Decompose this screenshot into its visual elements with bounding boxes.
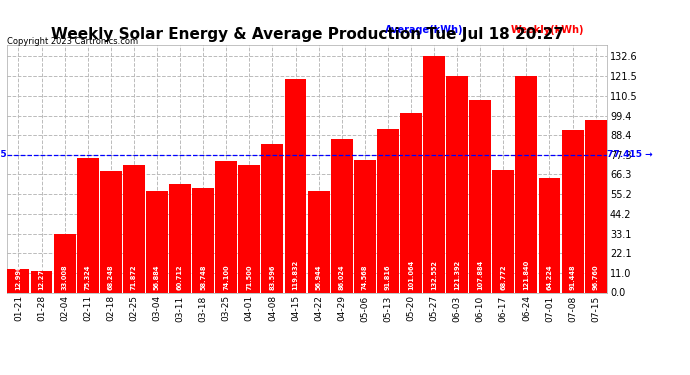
Bar xyxy=(100,171,121,292)
Bar xyxy=(146,191,168,292)
Bar xyxy=(377,129,399,292)
Text: Average(kWh): Average(kWh) xyxy=(385,25,464,35)
Text: 64.224: 64.224 xyxy=(546,264,553,290)
Bar xyxy=(123,165,145,292)
Bar xyxy=(215,160,237,292)
Bar xyxy=(354,160,376,292)
Text: 12.276: 12.276 xyxy=(39,264,45,290)
Text: 12.996: 12.996 xyxy=(15,264,21,290)
Bar xyxy=(30,271,52,292)
Bar xyxy=(284,79,306,292)
Text: 68.248: 68.248 xyxy=(108,264,114,290)
Text: 107.884: 107.884 xyxy=(477,260,483,290)
Text: Weekly(kWh): Weekly(kWh) xyxy=(511,25,584,35)
Text: 33.008: 33.008 xyxy=(61,264,68,290)
Text: 56.944: 56.944 xyxy=(315,264,322,290)
Text: 91.816: 91.816 xyxy=(385,264,391,290)
Bar xyxy=(54,234,76,292)
Bar xyxy=(584,120,607,292)
Text: 68.772: 68.772 xyxy=(500,264,506,290)
Text: 77.415 →: 77.415 → xyxy=(607,150,653,159)
Text: 56.884: 56.884 xyxy=(154,264,160,290)
Text: 60.712: 60.712 xyxy=(177,264,183,290)
Bar xyxy=(77,158,99,292)
Text: 83.596: 83.596 xyxy=(269,264,275,290)
Text: 75.324: 75.324 xyxy=(85,264,90,290)
Bar xyxy=(331,140,353,292)
Bar xyxy=(238,165,260,292)
Text: 119.832: 119.832 xyxy=(293,260,299,290)
Bar xyxy=(262,144,284,292)
Bar xyxy=(400,112,422,292)
Bar xyxy=(515,75,538,292)
Bar xyxy=(562,130,584,292)
Text: 91.448: 91.448 xyxy=(569,264,575,290)
Text: 132.552: 132.552 xyxy=(431,260,437,290)
Text: 121.840: 121.840 xyxy=(524,260,529,290)
Bar xyxy=(8,269,30,292)
Bar xyxy=(169,184,191,292)
Text: 121.392: 121.392 xyxy=(454,260,460,290)
Bar xyxy=(423,57,445,292)
Text: 86.024: 86.024 xyxy=(339,264,345,290)
Text: 74.100: 74.100 xyxy=(224,264,229,290)
Text: 71.500: 71.500 xyxy=(246,264,253,290)
Text: ← 77.415: ← 77.415 xyxy=(0,150,7,159)
Text: 101.064: 101.064 xyxy=(408,260,414,290)
Bar xyxy=(493,170,514,292)
Text: 71.872: 71.872 xyxy=(131,264,137,290)
Title: Weekly Solar Energy & Average Production Tue Jul 18 20:27: Weekly Solar Energy & Average Production… xyxy=(50,27,564,42)
Bar xyxy=(446,76,468,292)
Text: 74.568: 74.568 xyxy=(362,264,368,290)
Bar xyxy=(538,178,560,292)
Text: Copyright 2023 Cartronics.com: Copyright 2023 Cartronics.com xyxy=(7,38,138,46)
Bar xyxy=(308,191,330,292)
Text: 96.760: 96.760 xyxy=(593,264,599,290)
Text: 58.748: 58.748 xyxy=(200,264,206,290)
Bar xyxy=(469,100,491,292)
Bar xyxy=(193,188,214,292)
